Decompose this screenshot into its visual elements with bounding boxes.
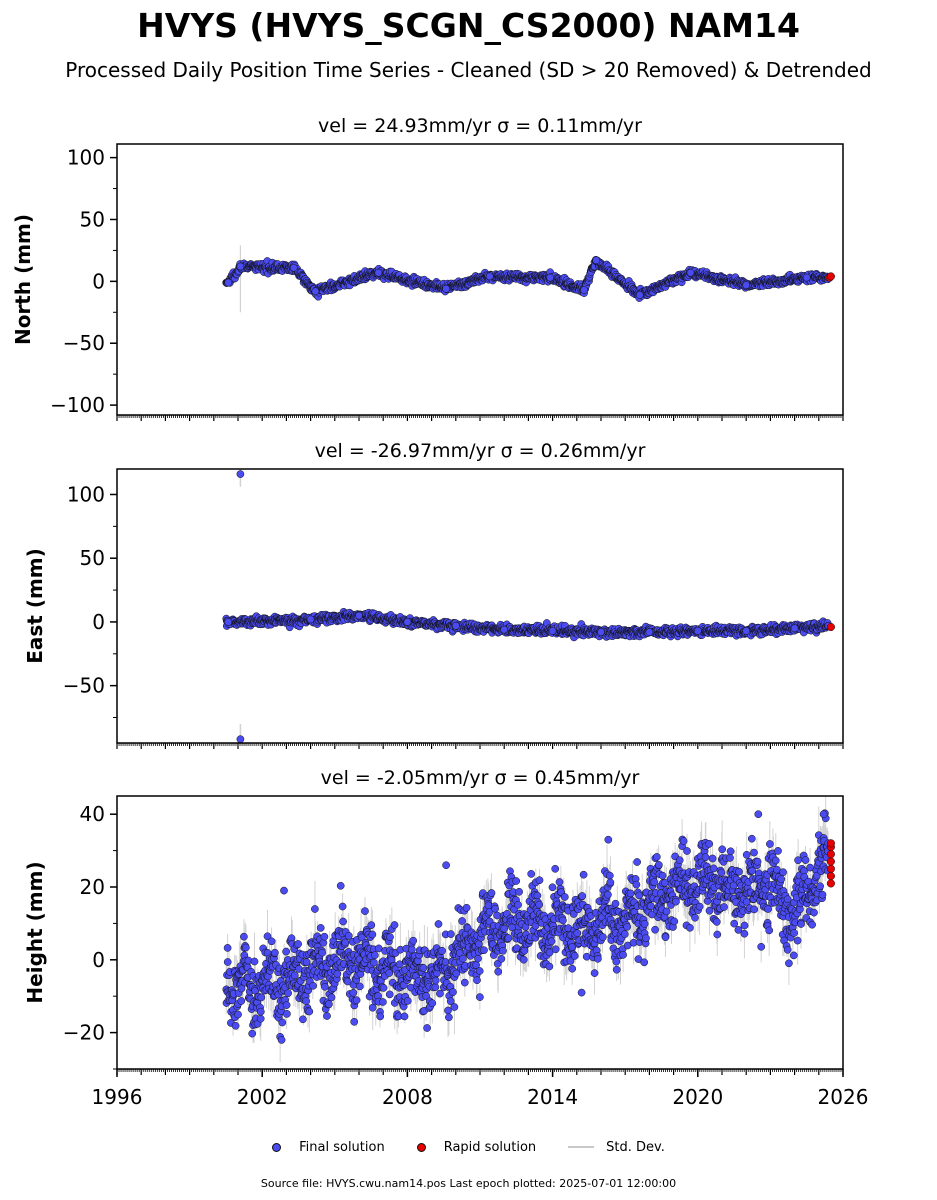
final-solution-point: [485, 272, 494, 281]
final-solution-point: [311, 287, 320, 296]
panel-0-final-points: [222, 255, 833, 302]
final-solution-point: [635, 291, 644, 299]
final-solution-point: [289, 263, 298, 272]
y-tick-label: 100: [67, 482, 105, 506]
panel-1-rapid-points: [826, 622, 835, 632]
y-tick-label: 0: [92, 269, 105, 293]
final-solution-point: [790, 624, 799, 633]
final-solution-point: [374, 268, 383, 277]
final-solution-point: [224, 278, 233, 287]
final-solution-point: [236, 262, 245, 271]
final-solution-point: [742, 627, 751, 635]
final-solution-point: [742, 281, 751, 289]
panel-0-ylabel: North (mm): [11, 214, 35, 345]
final-solution-point: [442, 284, 450, 293]
y-tick-label: −50: [63, 331, 105, 355]
y-tick-label: 50: [80, 546, 105, 570]
final-solution-point: [548, 627, 557, 635]
final-solution-point: [306, 615, 315, 624]
final-solution-point: [451, 621, 460, 630]
panel-1-title: vel = -26.97mm/yr σ = 0.26mm/yr: [315, 440, 646, 462]
final-solution-point: [597, 628, 605, 636]
panel-1-frame: [116, 468, 844, 744]
final-solution-point: [592, 256, 601, 265]
panel-0-title: vel = 24.93mm/yr σ = 0.11mm/yr: [318, 115, 642, 137]
final-solution-point: [546, 273, 555, 282]
final-solution-point: [500, 625, 509, 634]
final-solution-point: [236, 735, 245, 743]
y-tick-label: 50: [80, 207, 105, 231]
final-solution-point: [580, 286, 588, 294]
final-solution-point: [693, 627, 702, 635]
final-solution-point: [645, 628, 654, 636]
time-series-charts: vel = 24.93mm/yr σ = 0.11mm/yr North (mm)…: [11, 115, 868, 1109]
rapid-solution-point: [826, 622, 835, 632]
panel-0-data: [222, 245, 835, 313]
final-solution-point: [355, 611, 363, 620]
panel-0-rapid-points: [825, 272, 835, 282]
final-solution-point: [236, 470, 245, 478]
rapid-solution-point: [826, 272, 835, 281]
panel-1-data: [222, 469, 835, 743]
panel-1-final-points: [222, 470, 833, 743]
y-tick-label: 100: [67, 146, 105, 170]
panel-1-ylabel: East (mm): [23, 548, 47, 664]
final-solution-point: [403, 618, 412, 626]
y-tick-label: −100: [50, 393, 105, 417]
panel-1-std-dev-bars: [225, 469, 829, 743]
y-tick-label: −50: [63, 674, 105, 698]
y-tick-label: 0: [92, 610, 105, 634]
final-solution-point: [802, 273, 811, 282]
figure-title: HVYS (HVYS_SCGN_CS2000) NAM14: [137, 6, 800, 45]
final-solution-point: [224, 618, 233, 626]
final-solution-point: [686, 268, 695, 277]
figure-subtitle: Processed Daily Position Time Series - C…: [65, 58, 872, 82]
